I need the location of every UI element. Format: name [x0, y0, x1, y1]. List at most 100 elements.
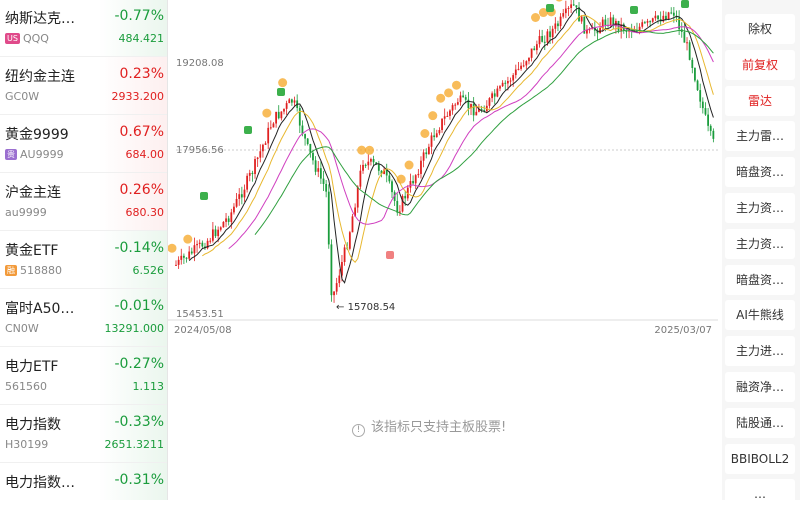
candle-body — [704, 108, 707, 115]
candle-body — [588, 29, 591, 31]
watchlist-row[interactable]: 纳斯达克… -0.77% US QQQ 484.421 — [0, 0, 167, 57]
candle-body — [393, 192, 396, 201]
candle-body — [183, 255, 185, 258]
candle-body — [643, 22, 646, 24]
candle-body — [696, 80, 699, 91]
watchlist-row[interactable]: 电力ETF -0.27% 561560 1.113 — [0, 347, 167, 405]
change-percent: 0.23% — [119, 66, 164, 82]
candle-body — [175, 264, 177, 266]
indicator-menu-item[interactable]: 暗盘资… — [725, 157, 795, 188]
candle-body — [701, 101, 704, 109]
candle-body — [322, 178, 325, 184]
candle-body — [446, 115, 449, 117]
last-price: 684.00 — [125, 148, 165, 161]
candle-body — [217, 229, 220, 237]
candle-body — [604, 19, 607, 26]
candle-body — [364, 164, 367, 166]
candle-body — [554, 23, 557, 29]
buy-signal-dot — [420, 128, 430, 138]
change-percent: 0.26% — [119, 182, 164, 198]
change-shade — [98, 231, 167, 288]
instrument-code: CN0W — [5, 322, 39, 335]
candle-body — [388, 175, 391, 182]
candle-body — [238, 194, 241, 199]
buy-signal-dot — [444, 88, 454, 98]
candle-body — [269, 127, 272, 129]
watchlist-row[interactable]: 电力指数… -0.31% — [0, 463, 167, 500]
watchlist-row[interactable]: 沪金主连 0.26% au9999 680.30 — [0, 173, 167, 231]
candle-body — [262, 144, 264, 152]
indicator-menu-item[interactable]: 除权 — [725, 14, 795, 44]
watchlist-row[interactable]: 纽约金主连 0.23% GC0W 2933.200 — [0, 57, 167, 115]
last-price: 2651.3211 — [104, 438, 165, 451]
candle-body — [507, 80, 509, 84]
indicator-menu-item[interactable]: 陆股通… — [725, 407, 795, 438]
indicator-menu-item[interactable]: 主力资… — [725, 193, 795, 223]
candle-body — [512, 75, 515, 81]
instrument-name: 电力指数… — [5, 475, 75, 491]
price-label-low: 15453.51 — [176, 309, 224, 320]
candle-body — [496, 88, 499, 97]
min-price-marker: ← 15708.54 — [336, 302, 395, 313]
candle-body — [335, 283, 338, 292]
candle-body — [620, 24, 623, 31]
instrument-name: 电力指数 — [5, 417, 61, 433]
candle-body — [520, 65, 522, 69]
watchlist-row[interactable]: 黄金9999 0.67% 贵 AU9999 684.00 — [0, 115, 167, 173]
candle-body — [530, 48, 533, 58]
instrument-code: 融 518880 — [5, 264, 62, 277]
candle-body — [535, 44, 538, 51]
instrument-code: GC0W — [5, 90, 39, 103]
candle-body — [646, 21, 649, 23]
candle-body — [248, 172, 251, 176]
indicator-menu-item[interactable]: 暗盘资… — [725, 264, 795, 295]
candle-body — [504, 82, 507, 84]
candle-body — [549, 31, 551, 38]
change-percent: -0.01% — [114, 298, 164, 314]
candle-body — [380, 170, 383, 175]
empty-message-text: 该指标只支持主板股票! — [371, 420, 507, 435]
watchlist-row[interactable]: 富时A50… -0.01% CN0W 13291.000 — [0, 289, 167, 347]
candle-body — [480, 108, 483, 111]
signal-marker-g — [244, 126, 252, 134]
candle-body — [177, 259, 180, 265]
candle-body — [517, 68, 520, 70]
indicator-menu-item[interactable]: … — [725, 479, 795, 509]
candle-body — [670, 12, 673, 14]
candle-body — [343, 247, 346, 263]
indicator-menu-item[interactable]: 主力进… — [725, 336, 795, 367]
change-shade — [98, 289, 167, 346]
indicator-menu-item[interactable]: 主力资… — [725, 228, 795, 259]
indicator-menu-item[interactable]: BBIBOLL2 — [725, 443, 795, 474]
candle-body — [333, 291, 335, 296]
candle-body — [641, 22, 644, 27]
candle-body — [488, 98, 491, 106]
watchlist-row[interactable]: 电力指数 -0.33% H30199 2651.3211 — [0, 405, 167, 463]
candle-body — [443, 116, 446, 119]
indicator-menu-item[interactable]: 融资净… — [725, 372, 795, 402]
min-price-value: 15708.54 — [347, 302, 396, 313]
indicator-menu-item[interactable]: 主力雷… — [725, 121, 795, 152]
candle-body — [385, 169, 388, 176]
indicator-menu-item[interactable]: 前复权 — [725, 49, 795, 80]
last-price: 13291.000 — [104, 322, 165, 335]
indicator-menu-item[interactable]: AI牛熊线 — [725, 300, 795, 331]
signal-marker-g — [630, 6, 638, 14]
market-tag: 贵 — [5, 149, 17, 160]
moving-average-line — [228, 24, 714, 249]
date-end-label: 2025/03/07 — [654, 325, 712, 336]
kline-chart[interactable]: 19208.08 17956.56 15453.51 2024/05/08 20… — [168, 0, 718, 345]
indicator-menu-item[interactable]: 雷达 — [725, 85, 795, 116]
buy-signal-dot — [396, 174, 406, 184]
instrument-name: 富时A50… — [5, 301, 75, 317]
candle-body — [338, 275, 341, 284]
change-percent: -0.77% — [114, 8, 164, 24]
candle-body — [206, 240, 209, 249]
candle-body — [654, 15, 657, 19]
candle-body — [399, 211, 401, 213]
candle-body — [298, 108, 301, 126]
candle-body — [285, 103, 288, 109]
watchlist-row[interactable]: 黄金ETF -0.14% 融 518880 6.526 — [0, 231, 167, 289]
candle-body — [667, 12, 670, 20]
candle-body — [383, 169, 385, 175]
